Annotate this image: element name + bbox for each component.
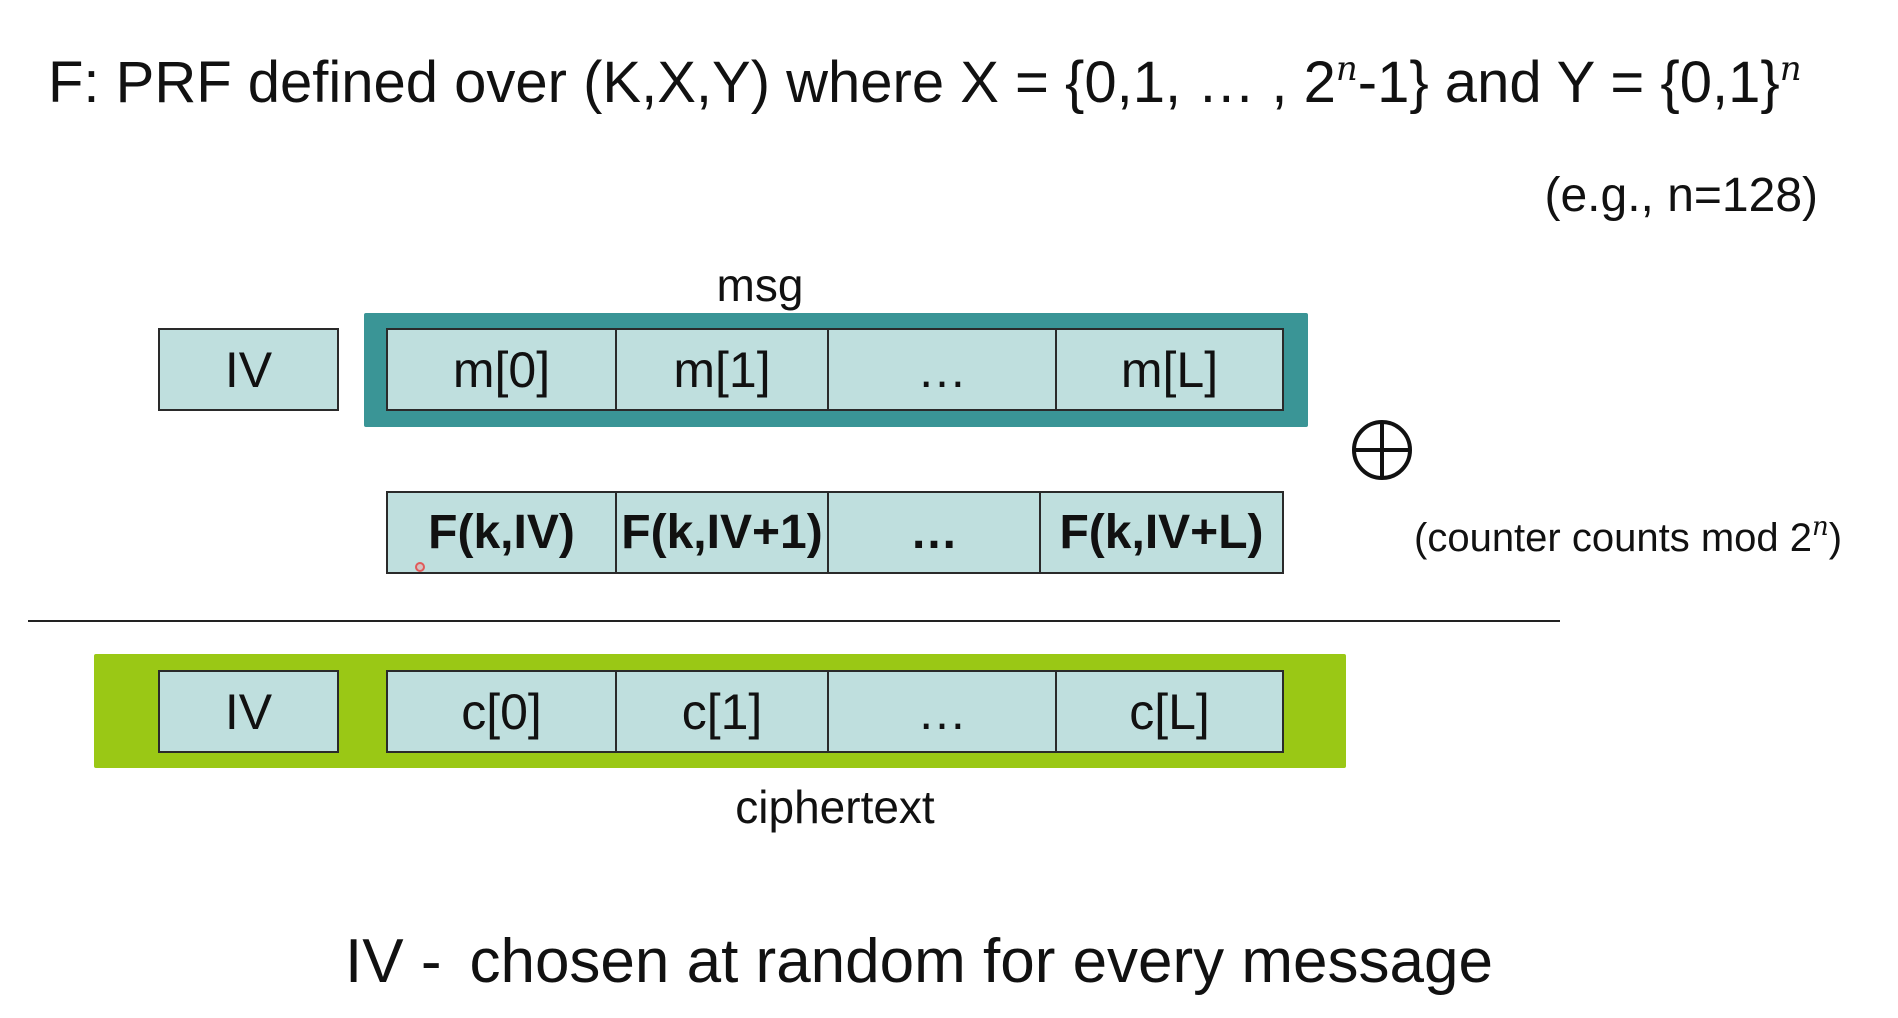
counter-note: (counter counts mod 2n) [1414,512,1842,561]
ct-block: c[1] [616,670,828,753]
title-exponent-2: n [1779,49,1802,89]
ciphertext-label: ciphertext [735,781,935,833]
message-blocks: m[0] m[1] … m[L] [386,328,1284,411]
page-title: F: PRF defined over (K,X,Y) where X = {0… [48,34,1802,118]
footer-lead: IV - [345,927,442,996]
footer-caption: IV - chosen at random for every message [0,926,1898,997]
counter-note-suffix: ) [1828,516,1843,560]
footer-text: chosen at random for every message [469,927,1493,996]
divider-line [28,620,1560,622]
ct-block: … [828,670,1056,753]
counter-note-prefix: (counter counts mod 2 [1414,516,1812,560]
title-middle: -1} and Y = {0,1} [1357,50,1780,115]
ciphertext-blocks: c[0] c[1] … c[L] [386,670,1284,753]
prf-block: F(k,IV+1) [616,491,828,574]
msg-block: … [828,328,1056,411]
title-prefix: F: PRF defined over (K,X,Y) where X = {0… [48,50,1336,115]
msg-block: m[1] [616,328,828,411]
msg-label: msg [716,259,804,311]
prf-block: F(k,IV) [386,491,616,574]
counter-note-exponent: n [1812,512,1829,542]
xor-icon: ⊕ [1352,420,1412,480]
title-exponent-1: n [1335,49,1358,89]
msg-block: m[0] [386,328,616,411]
prf-block: … [828,491,1040,574]
cursor-marker [415,562,425,572]
prf-block: F(k,IV+L) [1040,491,1284,574]
ct-iv-cell: IV [158,670,339,753]
example-note: (e.g., n=128) [1544,169,1818,222]
msg-iv-cell: IV [158,328,339,411]
prf-blocks: F(k,IV) F(k,IV+1) … F(k,IV+L) [386,491,1284,574]
ct-block: c[0] [386,670,616,753]
msg-block: m[L] [1056,328,1284,411]
ct-block: c[L] [1056,670,1284,753]
